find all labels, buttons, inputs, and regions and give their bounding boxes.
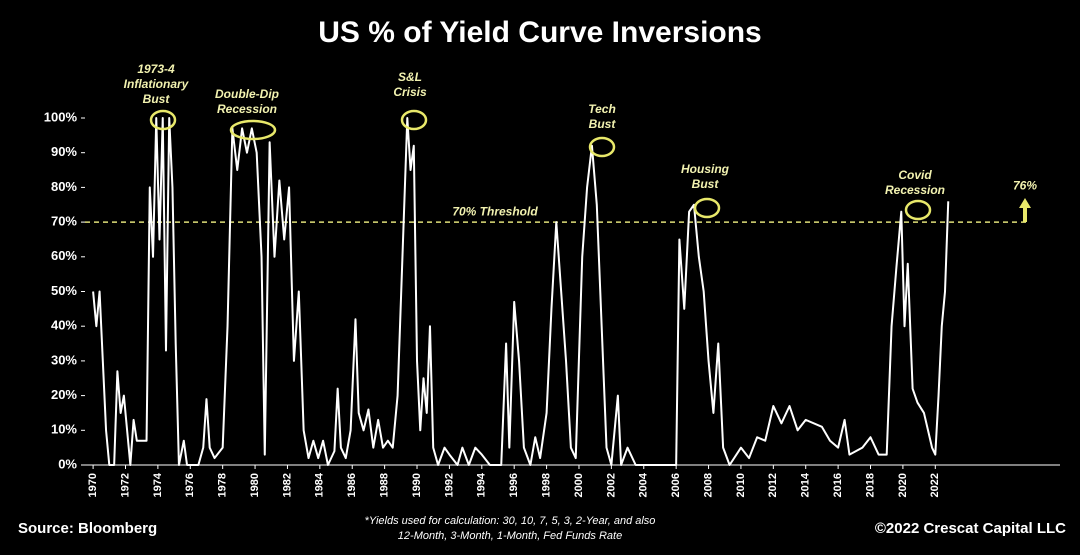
annotation-label: Recession xyxy=(217,102,277,116)
threshold-label: 70% Threshold xyxy=(452,204,538,218)
y-tick-label: 70% xyxy=(51,214,77,229)
y-tick-label: 20% xyxy=(51,387,77,402)
latest-label: 76% xyxy=(1013,178,1037,192)
y-tick-label: 40% xyxy=(51,318,77,333)
annotation-label: S&L xyxy=(398,70,422,84)
annotation-circle xyxy=(229,119,277,141)
annotation-label: Bust xyxy=(143,92,171,106)
y-tick-label: 60% xyxy=(51,248,77,263)
y-tick-label: 30% xyxy=(51,352,77,367)
y-tick-label: 80% xyxy=(51,179,77,194)
annotation-label: Inflationary xyxy=(124,77,190,91)
x-tick-label: 1992 xyxy=(443,473,455,497)
y-tick-label: 10% xyxy=(51,422,77,437)
y-tick-label: 50% xyxy=(51,283,77,298)
y-tick-label: 100% xyxy=(44,109,78,124)
annotation-circle xyxy=(149,109,177,131)
x-tick-label: 2006 xyxy=(670,473,682,497)
x-tick-label: 1972 xyxy=(119,473,131,497)
x-tick-label: 1990 xyxy=(411,473,423,497)
annotation-label: 1973-4 xyxy=(137,62,175,76)
x-tick-label: 2000 xyxy=(573,473,585,497)
annotation-circle xyxy=(400,109,428,131)
x-tick-label: 2004 xyxy=(638,472,650,497)
x-tick-label: 2020 xyxy=(897,473,909,497)
x-tick-label: 1980 xyxy=(249,473,261,497)
annotation-label: Covid xyxy=(898,168,932,182)
copyright: ©2022 Crescat Capital LLC xyxy=(875,520,1066,537)
x-tick-label: 2012 xyxy=(767,473,779,497)
annotation-label: Double-Dip xyxy=(215,87,279,101)
annotation-label: Bust xyxy=(589,117,617,131)
annotation-label: Recession xyxy=(885,183,945,197)
x-tick-label: 2018 xyxy=(864,473,876,497)
latest-arrow xyxy=(1019,198,1031,222)
x-tick-label: 1976 xyxy=(184,473,196,497)
x-tick-label: 1988 xyxy=(379,473,391,497)
x-tick-label: 1970 xyxy=(87,473,99,497)
y-tick-label: 0% xyxy=(58,456,77,471)
x-tick-label: 2002 xyxy=(605,473,617,497)
footnote: *Yields used for calculation: 30, 10, 7,… xyxy=(365,515,656,527)
x-tick-label: 1984 xyxy=(314,472,326,497)
x-tick-label: 1974 xyxy=(152,472,164,497)
annotation-circle xyxy=(693,197,721,219)
data-line xyxy=(92,117,950,466)
chart-title: US % of Yield Curve Inversions xyxy=(318,16,761,49)
x-tick-label: 2008 xyxy=(702,473,714,497)
x-tick-label: 2010 xyxy=(735,473,747,497)
annotation-label: Tech xyxy=(588,102,616,116)
source: Source: Bloomberg xyxy=(18,520,157,537)
annotation-label: Bust xyxy=(692,177,720,191)
annotation-circle xyxy=(904,199,932,221)
x-tick-label: 1994 xyxy=(476,472,488,497)
annotation-label: Housing xyxy=(681,162,730,176)
annotation-circle xyxy=(588,136,616,158)
x-tick-label: 2014 xyxy=(800,472,812,497)
x-tick-label: 1996 xyxy=(508,473,520,497)
annotation-label: Crisis xyxy=(393,85,427,99)
x-tick-label: 1998 xyxy=(540,473,552,497)
y-tick-label: 90% xyxy=(51,144,77,159)
x-tick-label: 1978 xyxy=(217,473,229,497)
x-tick-label: 1982 xyxy=(281,473,293,497)
footnote: 12-Month, 3-Month, 1-Month, Fed Funds Ra… xyxy=(398,530,622,542)
x-tick-label: 2022 xyxy=(929,473,941,497)
x-tick-label: 1986 xyxy=(346,473,358,497)
x-tick-label: 2016 xyxy=(832,473,844,497)
